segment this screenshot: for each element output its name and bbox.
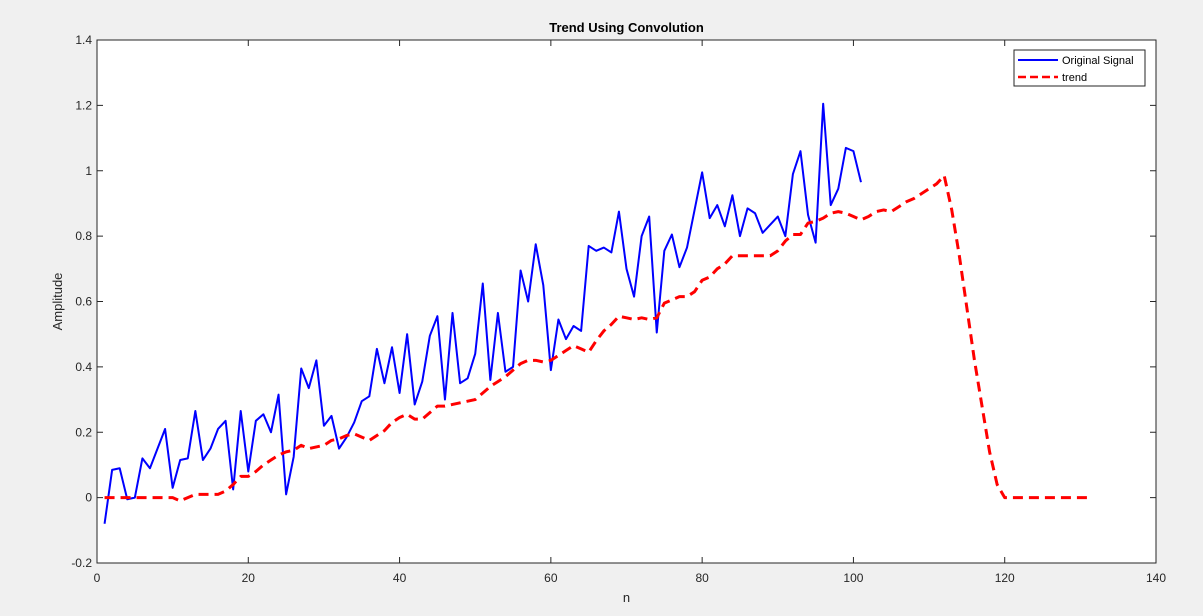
y-tick-label: 0.8 [75, 229, 92, 243]
legend-label-original-signal: Original Signal [1062, 55, 1134, 67]
legend[interactable]: Original Signal trend [1013, 49, 1146, 87]
legend-box [1013, 49, 1146, 87]
y-tick-label: 0.2 [75, 425, 92, 439]
x-tick-label: 40 [393, 571, 407, 585]
y-tick-label: 1.2 [75, 98, 92, 112]
chart-marks [103, 102, 1088, 524]
x-axis-label: n [623, 590, 630, 605]
legend-label-trend: trend [1062, 72, 1087, 84]
x-tick-label: 80 [695, 571, 709, 585]
chart-title: Trend Using Convolution [549, 20, 704, 35]
axes: 0 20 40 60 80 100 120 140-0.200.20.40.60.811.21… [71, 33, 1166, 585]
series-line-trend [104, 174, 1088, 503]
series-line-original-signal [103, 102, 862, 524]
y-tick-label: 0.6 [75, 295, 92, 309]
x-tick-label: 120 [995, 571, 1015, 585]
x-tick-label: 100 [843, 571, 863, 585]
x-tick-label: 60 [544, 571, 558, 585]
y-tick-label: 1.4 [75, 33, 92, 47]
y-tick-label: -0.2 [71, 556, 92, 570]
x-tick-label: 20 [242, 571, 256, 585]
y-tick-label: 1 [85, 164, 92, 178]
plot-area [97, 40, 1156, 563]
y-tick-label: 0 [85, 491, 92, 505]
y-tick-label: 0.4 [75, 360, 92, 374]
x-tick-label: 140 [1146, 571, 1166, 585]
x-tick-label: 0 [94, 571, 101, 585]
y-axis-label: Amplitude [50, 273, 65, 331]
